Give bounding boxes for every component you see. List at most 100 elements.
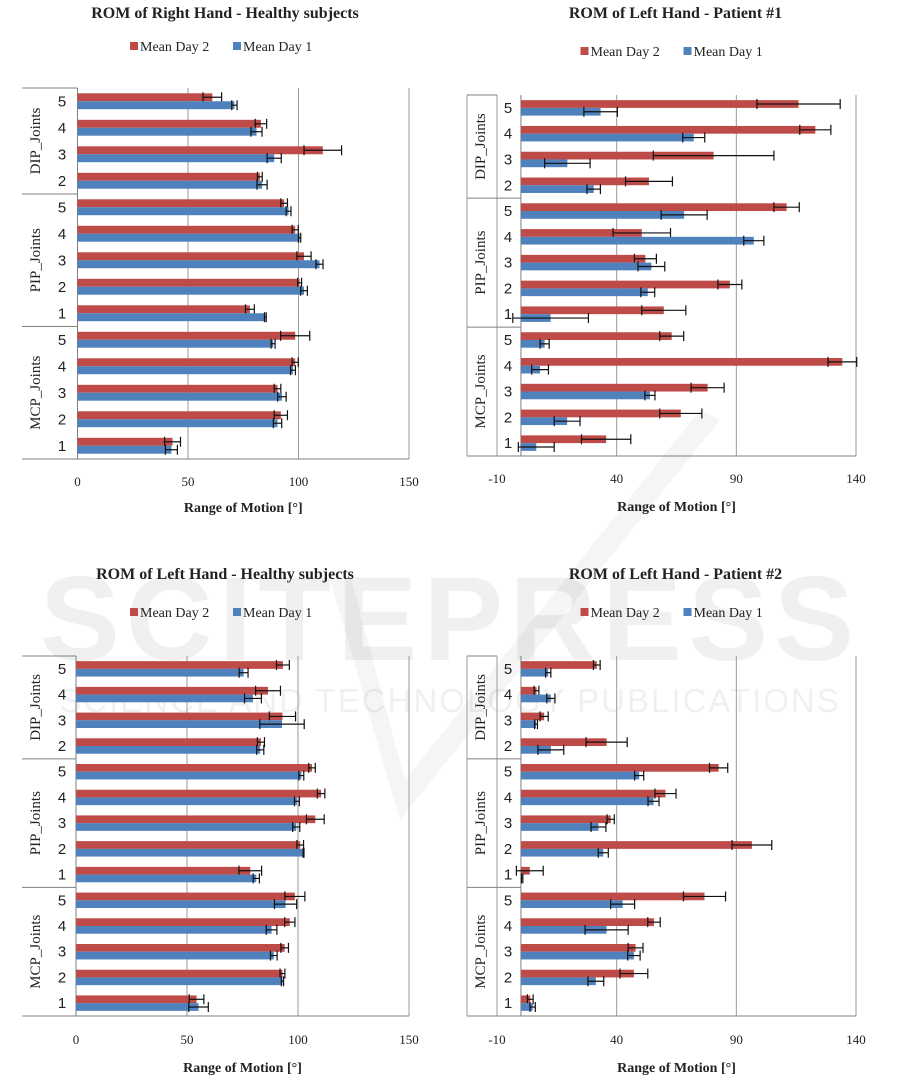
category-label: 5 <box>58 93 66 110</box>
bar-day1 <box>77 392 282 401</box>
group-label: MCP_Joints <box>28 355 44 429</box>
chart-title: ROM of Left Hand - Healthy subjects <box>96 566 354 583</box>
bar-day1 <box>77 180 263 189</box>
chart-left-hand-patient-1: ROM of Left Hand - Patient #1 Mean Day 2 M… <box>450 0 901 520</box>
category-label: 2 <box>58 969 66 986</box>
category-label: 1 <box>58 867 66 884</box>
bar-day2 <box>520 383 708 392</box>
x-tick-label-3: 150 <box>399 474 419 489</box>
category-label: 5 <box>58 764 66 781</box>
bar-day1 <box>520 977 596 986</box>
bar-day1 <box>520 668 549 677</box>
x-tick-label-3: 140 <box>846 1032 866 1047</box>
bar-day2 <box>77 225 296 234</box>
legend-label-1: Mean Day 1 <box>694 45 763 60</box>
bar-day2 <box>76 944 285 952</box>
x-tick-label-3: 150 <box>399 1032 419 1047</box>
bar-day1 <box>520 797 654 806</box>
bar-day2 <box>76 764 312 772</box>
bar-day1 <box>520 746 551 754</box>
bar-day1 <box>77 154 275 163</box>
x-tick-label-2: 100 <box>288 1032 308 1047</box>
chart-svg: ROM of Right Hand - Healthy subjects Mean… <box>22 5 419 516</box>
category-label: 5 <box>504 332 512 349</box>
bar-day1 <box>520 720 537 728</box>
legend-swatch-1 <box>233 42 241 50</box>
legend-label-1: Mean Day 1 <box>243 606 312 621</box>
bar-day1 <box>520 288 648 297</box>
category-label: 4 <box>504 918 512 935</box>
bar-day2 <box>520 203 787 212</box>
category-label: 3 <box>58 944 66 961</box>
category-label: 2 <box>504 969 512 986</box>
group-label: PIP_Joints <box>473 230 489 294</box>
bar-day2 <box>520 661 597 669</box>
bar-day2 <box>77 331 296 340</box>
chart-left-hand-healthy: ROM of Left Hand - Healthy subjects Mean … <box>0 561 450 1082</box>
bar-day2 <box>520 409 681 418</box>
legend-label-0: Mean Day 2 <box>591 45 660 60</box>
category-label: 5 <box>58 661 66 678</box>
bar-day1 <box>520 417 568 426</box>
bar-day2 <box>520 918 655 926</box>
category-label: 4 <box>58 358 66 375</box>
bar-day1 <box>520 262 652 271</box>
category-label: 5 <box>504 203 512 220</box>
group-label: DIP_Joints <box>28 674 44 741</box>
bar-day2 <box>77 252 305 261</box>
category-label: 5 <box>504 764 512 781</box>
category-label: 3 <box>58 252 66 269</box>
category-label: 2 <box>504 841 512 858</box>
bar-day1 <box>77 101 235 110</box>
legend-swatch-0 <box>580 47 589 55</box>
group-label: PIP_Joints <box>28 228 44 292</box>
x-tick-label-1: 50 <box>181 1032 194 1047</box>
category-label: 5 <box>504 661 512 678</box>
group-label: DIP_Joints <box>473 674 489 741</box>
bar-day1 <box>520 900 623 908</box>
bar-day2 <box>77 199 285 208</box>
legend-label-0: Mean Day 2 <box>140 606 209 621</box>
bar-day1 <box>520 391 650 400</box>
category-label: 3 <box>504 255 512 272</box>
chart-svg: ROM of Left Hand - Healthy subjects Mean … <box>22 566 419 1076</box>
category-label: 2 <box>504 177 512 194</box>
category-label: 3 <box>504 944 512 961</box>
legend-label-0: Mean Day 2 <box>591 606 660 621</box>
bar-day2 <box>77 411 281 420</box>
category-label: 1 <box>504 867 512 884</box>
x-axis-label: Range of Motion [°] <box>184 501 303 516</box>
x-tick-label-0: 0 <box>74 474 81 489</box>
bar-day2 <box>520 738 607 746</box>
bar-day1 <box>520 133 694 142</box>
bar-day1 <box>77 286 305 295</box>
bar-day1 <box>520 365 541 374</box>
bar-day1 <box>520 951 634 960</box>
bar-day1 <box>76 746 261 754</box>
bar-day1 <box>520 236 754 245</box>
bar-day2 <box>520 254 646 263</box>
x-tick-label-1: 40 <box>610 1032 623 1047</box>
bar-day2 <box>76 738 261 746</box>
legend-swatch-0 <box>130 608 138 616</box>
category-label: 3 <box>58 815 66 832</box>
bar-day2 <box>520 686 537 695</box>
x-tick-label-0: -10 <box>488 471 505 486</box>
bar-day1 <box>77 260 320 269</box>
chart-title: ROM of Right Hand - Healthy subjects <box>91 5 359 22</box>
category-label: 5 <box>504 892 512 909</box>
category-label: 4 <box>58 226 66 243</box>
bar-day2 <box>520 306 664 315</box>
category-label: 5 <box>58 199 66 216</box>
bar-day2 <box>520 764 719 772</box>
category-label: 1 <box>504 995 512 1012</box>
bar-day2 <box>520 151 714 160</box>
x-tick-label-1: 50 <box>182 474 195 489</box>
bar-day2 <box>77 305 250 314</box>
bar-day2 <box>520 280 730 289</box>
bar-day1 <box>76 977 283 986</box>
group-label: MCP_Joints <box>473 914 489 988</box>
category-label: 3 <box>504 384 512 401</box>
chart-title: ROM of Left Hand - Patient #1 <box>569 5 782 22</box>
